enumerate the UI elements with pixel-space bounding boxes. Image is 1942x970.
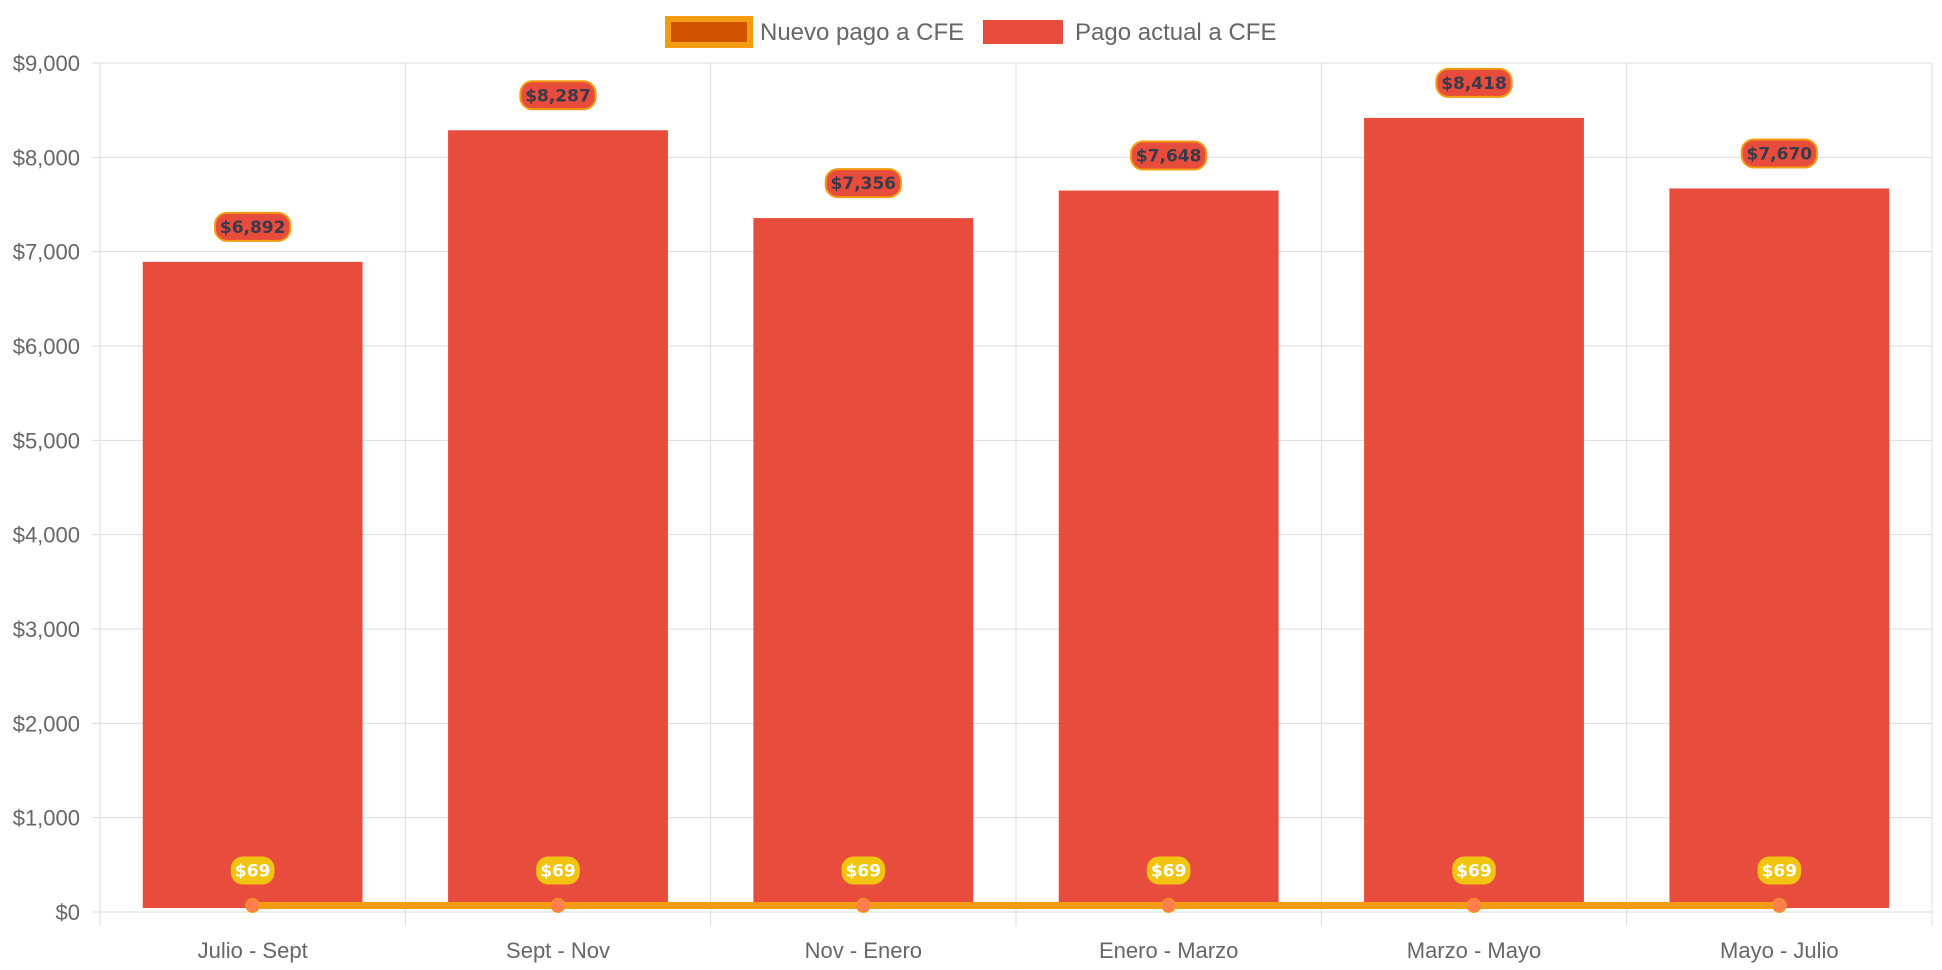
bar-data-label: $7,356 — [831, 174, 897, 194]
legend-item-pago-actual[interactable]: Pago actual a CFE — [983, 19, 1276, 46]
y-tick-label: $2,000 — [13, 711, 80, 736]
line-data-label: $69 — [235, 861, 271, 881]
legend-item-nuevo-pago[interactable]: Nuevo pago a CFE — [665, 16, 964, 48]
line-point[interactable] — [1771, 897, 1787, 913]
legend-label-nuevo-pago: Nuevo pago a CFE — [760, 19, 964, 46]
bar-data-label: $7,670 — [1747, 144, 1813, 164]
legend: Nuevo pago a CFE Pago actual a CFE — [665, 16, 1276, 48]
line-data-label-bg — [1757, 856, 1802, 885]
line-data-label: $69 — [540, 861, 576, 881]
line-point[interactable] — [1161, 897, 1177, 913]
line-point[interactable] — [245, 897, 261, 913]
bar[interactable] — [1058, 190, 1279, 908]
bar-data-label: $6,892 — [220, 218, 286, 238]
legend-swatch-nuevo-pago — [665, 16, 753, 48]
bar-data-label-bg — [1740, 138, 1818, 169]
y-tick-label: $4,000 — [13, 523, 80, 548]
legend-label-pago-actual: Pago actual a CFE — [1075, 19, 1276, 46]
bar-series — [142, 117, 1890, 909]
line-point[interactable] — [550, 897, 566, 913]
x-tick-label: Julio - Sept — [198, 938, 308, 963]
line-data-label-bg — [536, 856, 580, 885]
line-data-label-bg — [1452, 856, 1496, 885]
line-data-label: $69 — [846, 861, 882, 881]
line-point[interactable] — [1466, 897, 1482, 913]
y-tick-label: $7,000 — [13, 240, 80, 265]
bar-data-label: $8,287 — [525, 86, 591, 106]
bar-data-label: $8,418 — [1441, 74, 1507, 94]
x-axis: Julio - Sept Sept - Nov Nov - Enero Enero -… — [198, 938, 1839, 963]
line-data-label: $69 — [1762, 861, 1798, 881]
y-tick-label: $1,000 — [13, 806, 80, 831]
bar[interactable] — [142, 261, 363, 908]
x-tick-label: Enero - Marzo — [1099, 938, 1238, 963]
bar-data-label-bg — [1130, 140, 1208, 171]
bar[interactable] — [753, 218, 974, 909]
line-point[interactable] — [855, 897, 871, 913]
bar-data-label-bg — [1435, 67, 1513, 98]
bar-data-label: $7,648 — [1136, 147, 1202, 167]
y-tick-label: $6,000 — [13, 334, 80, 359]
line-data-label: $69 — [1151, 861, 1187, 881]
y-tick-label: $8,000 — [13, 145, 80, 170]
line-data-label-bg — [841, 856, 886, 885]
y-tick-label: $5,000 — [13, 428, 80, 453]
line-series — [245, 897, 1787, 913]
x-tick-label: Sept - Nov — [506, 938, 610, 963]
line-data-labels: $69 $69 $69 $69 $69 $69 — [230, 856, 1802, 885]
line-data-label: $69 — [1456, 861, 1492, 881]
bar[interactable] — [448, 130, 668, 909]
bar-data-label-bg — [519, 80, 597, 111]
y-tick-label: $9,000 — [13, 51, 80, 76]
bar[interactable] — [1364, 117, 1584, 909]
y-axis: $0 $1,000 $2,000 $3,000 $4,000 $5,000 $6,000 $7… — [13, 51, 100, 925]
legend-swatch-pago-actual — [983, 20, 1063, 44]
bar-data-label-bg — [824, 168, 902, 199]
x-tick-label: Marzo - Mayo — [1407, 938, 1541, 963]
line-data-label-bg — [1146, 856, 1191, 885]
bar[interactable] — [1669, 188, 1890, 909]
x-tick-label: Mayo - Julio — [1720, 938, 1839, 963]
y-tick-label: $0 — [56, 900, 80, 925]
x-tick-label: Nov - Enero — [805, 938, 922, 963]
line-data-label-bg — [230, 856, 275, 885]
grid — [99, 62, 1933, 926]
bar-data-labels: $6,892 $8,287 $7,356 $7,648 $8,418 $7,670 — [214, 67, 1818, 242]
y-tick-label: $3,000 — [13, 617, 80, 642]
bar-data-label-bg — [214, 211, 292, 242]
